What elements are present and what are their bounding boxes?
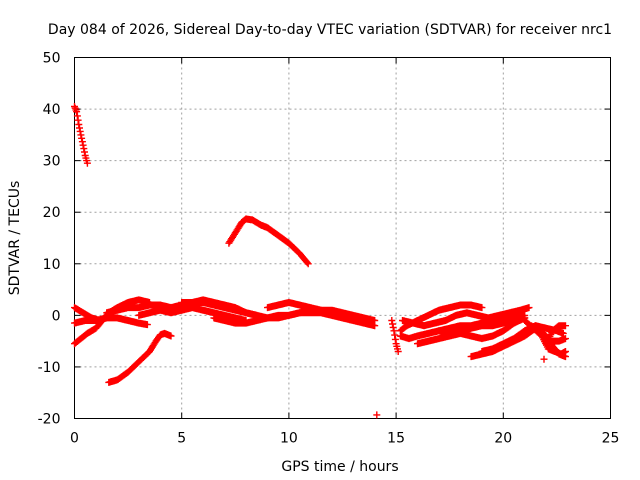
y-tick-label: -10	[38, 360, 61, 376]
y-tick-label: 50	[43, 51, 61, 67]
data-point-markers	[373, 411, 381, 419]
x-tick-label: 20	[494, 431, 512, 447]
series-arc-18	[435, 314, 529, 337]
series-arc-12	[373, 411, 381, 419]
data-points	[71, 103, 569, 419]
series-arc-15	[399, 304, 533, 330]
series-arc-13	[388, 317, 402, 355]
series-arc-11	[225, 215, 312, 268]
series-arc-5	[105, 329, 175, 386]
chart-title: Day 084 of 2026, Sidereal Day-to-day VTE…	[48, 22, 612, 38]
y-tick-label: 30	[43, 154, 61, 170]
y-tick-label: 20	[43, 205, 61, 221]
x-tick-label: 25	[602, 431, 620, 447]
axis-ticks	[74, 57, 611, 419]
x-tick-label: 15	[387, 431, 405, 447]
y-tick-label: -20	[38, 412, 61, 428]
data-point-markers	[225, 215, 312, 268]
y-tick-label: 0	[52, 308, 61, 324]
x-tick-label: 5	[177, 431, 186, 447]
series-arc-7	[135, 304, 250, 324]
data-point-markers	[135, 304, 250, 324]
plot-frame	[74, 57, 611, 419]
data-point-markers	[105, 329, 175, 386]
data-point-markers	[540, 355, 548, 363]
grid	[74, 57, 611, 419]
x-tick-labels: 0 5 10 15 20 25	[70, 431, 619, 447]
y-tick-label: 10	[43, 257, 61, 273]
y-axis-label: SDTVAR / TECUs	[7, 181, 23, 296]
data-point-markers	[538, 322, 569, 348]
data-point-markers	[71, 103, 91, 167]
series-arc-10	[264, 299, 325, 314]
series-arc-4	[71, 314, 151, 329]
x-tick-label: 0	[70, 431, 79, 447]
data-point-markers	[388, 317, 402, 355]
data-point-markers	[264, 299, 325, 314]
series-arc-24	[538, 322, 569, 348]
data-point-markers	[435, 314, 529, 337]
x-tick-label: 10	[280, 431, 298, 447]
x-axis-label: GPS time / hours	[281, 459, 398, 475]
y-tick-label: 40	[43, 102, 61, 118]
series-arc-25	[540, 355, 548, 363]
y-tick-labels: -20 -10 0 10 20 30 40 50	[38, 51, 61, 428]
data-point-markers	[399, 304, 533, 330]
data-point-markers	[71, 314, 151, 329]
series-arc-1	[71, 103, 91, 167]
